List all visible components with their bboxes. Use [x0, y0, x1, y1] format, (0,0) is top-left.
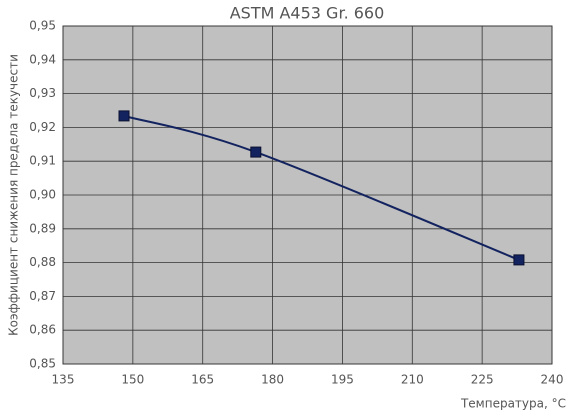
x-tick-label: 210 — [401, 373, 424, 387]
y-tick-label: 0,88 — [29, 255, 56, 269]
data-point — [118, 110, 130, 122]
x-axis-label: Температура, °C — [460, 397, 566, 411]
y-tick-label: 0,87 — [29, 289, 56, 303]
x-tick-label: 135 — [52, 373, 75, 387]
y-tick-label: 0,90 — [29, 188, 56, 202]
x-tick-label: 150 — [121, 373, 144, 387]
series-line — [123, 114, 520, 261]
x-tick-label: 225 — [471, 373, 494, 387]
y-tick-label: 0,94 — [29, 52, 56, 66]
y-tick-label: 0,92 — [29, 120, 56, 134]
y-axis-label: Коэффициент снижения предела текучести — [7, 54, 21, 336]
y-tick-label: 0,93 — [29, 86, 56, 100]
y-tick-label: 0,89 — [29, 221, 56, 235]
y-tick-label: 0,91 — [29, 154, 56, 168]
data-point — [250, 146, 262, 158]
y-tick-label: 0,95 — [29, 19, 56, 33]
x-tick-label: 195 — [331, 373, 354, 387]
y-tick-label: 0,86 — [29, 323, 56, 337]
data-point — [513, 254, 525, 266]
chart-title: ASTM A453 Gr. 660 — [230, 4, 385, 23]
y-tick-label: 0,85 — [29, 357, 56, 371]
x-tick-label: 165 — [191, 373, 214, 387]
x-tick-label: 180 — [261, 373, 284, 387]
x-tick-label: 240 — [541, 373, 564, 387]
